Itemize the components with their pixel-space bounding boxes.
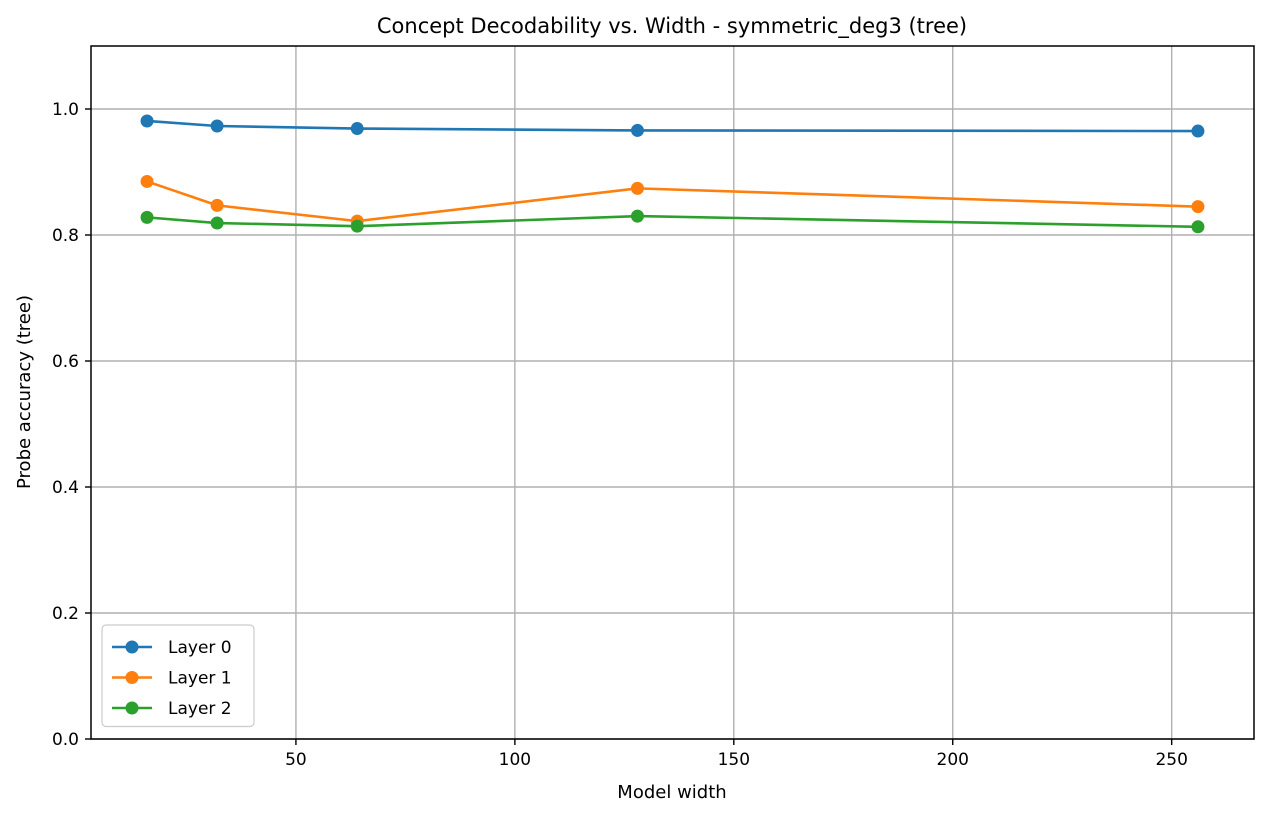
y-tick-label: 1.0 [52,100,79,120]
legend-marker [125,640,139,654]
legend-label: Layer 0 [168,638,232,658]
data-point [630,209,644,223]
legend-item: Layer 1 [112,669,232,689]
x-axis-label: Model width [617,782,726,803]
legend-item: Layer 0 [112,638,232,658]
data-point [1191,124,1205,138]
grid-lines [91,46,1254,740]
y-tick-label: 0.4 [52,478,79,498]
legend-marker [125,671,139,684]
chart-title: Concept Decodability vs. Width - symmetr… [377,14,967,39]
y-tick-label: 0.2 [52,604,79,624]
series-0 [140,114,1205,138]
x-tick-label: 200 [937,750,969,770]
data-point [140,210,154,224]
data-point [210,198,224,212]
y-axis: 0.0 0.2 0.4 0.6 0.8 1.0 [52,100,91,750]
x-tick-label: 50 [285,750,307,770]
data-point [140,114,154,128]
x-tick-label: 150 [718,750,750,770]
data-point [140,174,154,188]
y-tick-label: 0.8 [52,226,79,246]
series-2 [140,209,1205,234]
legend-marker [125,701,139,715]
x-tick-label: 100 [499,750,531,770]
data-point [1191,220,1205,234]
data-point [210,216,224,230]
legend-box [101,624,255,728]
data-point [630,123,644,137]
data-point [630,181,644,195]
x-axis: 50 100 150 200 250 [285,739,1188,770]
y-tick-label: 0.0 [52,730,79,750]
data-point [350,219,364,233]
data-point [210,119,224,133]
y-axis-label: Probe accuracy (tree) [14,295,35,489]
legend-label: Layer 1 [168,669,232,689]
legend-label: Layer 2 [168,699,232,719]
y-tick-label: 0.6 [52,352,79,372]
plot-frame [90,45,1255,740]
legend-item: Layer 2 [112,699,232,719]
data-point [1191,200,1205,214]
x-tick-label: 250 [1155,750,1187,770]
data-point [350,122,364,136]
series-layer [140,114,1205,234]
legend: Layer 0 Layer 1 Layer 2 [101,624,255,728]
